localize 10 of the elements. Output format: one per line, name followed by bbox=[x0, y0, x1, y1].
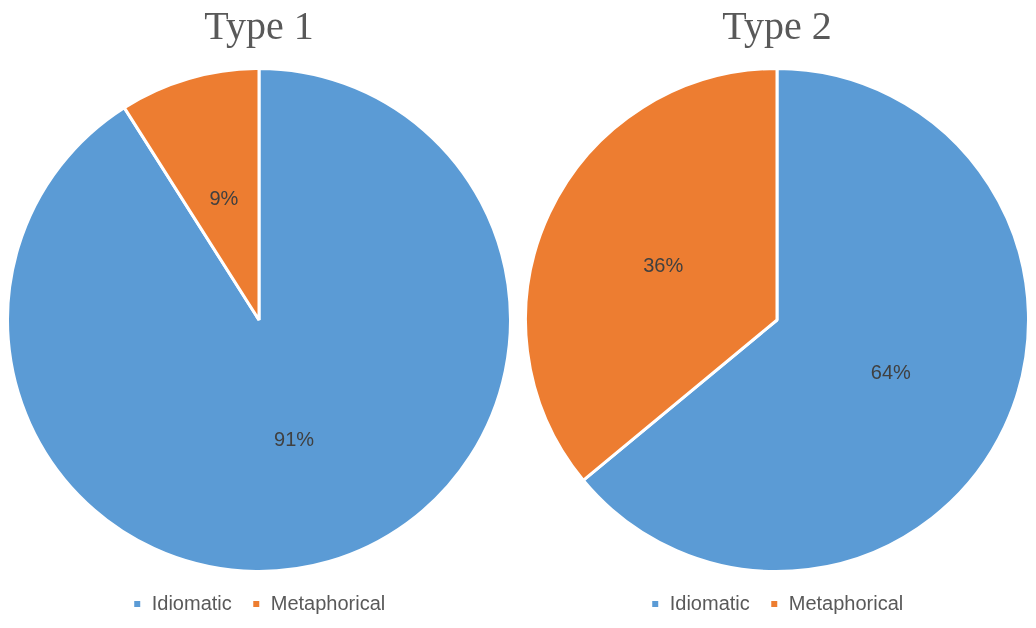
chart-title: Type 1 bbox=[204, 2, 314, 48]
data-label: 36% bbox=[643, 253, 684, 276]
legend-label: Metaphorical bbox=[788, 591, 904, 614]
data-label: 64% bbox=[870, 361, 912, 384]
chart-title: Type 2 bbox=[722, 2, 832, 48]
data-label: 9% bbox=[209, 186, 239, 209]
legend-label: Metaphorical bbox=[270, 591, 386, 614]
data-label: 91% bbox=[274, 428, 315, 451]
legend-label: Idiomatic bbox=[151, 591, 232, 614]
legend-label: Idiomatic bbox=[669, 591, 750, 614]
